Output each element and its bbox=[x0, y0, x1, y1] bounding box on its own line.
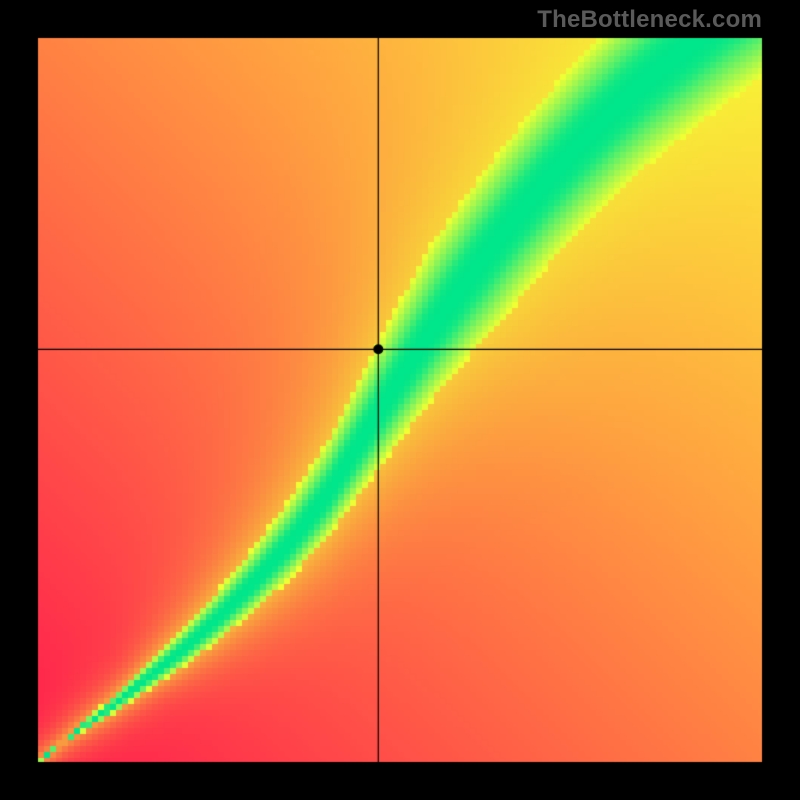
bottleneck-heatmap bbox=[0, 0, 800, 800]
watermark-text: TheBottleneck.com bbox=[537, 6, 762, 34]
